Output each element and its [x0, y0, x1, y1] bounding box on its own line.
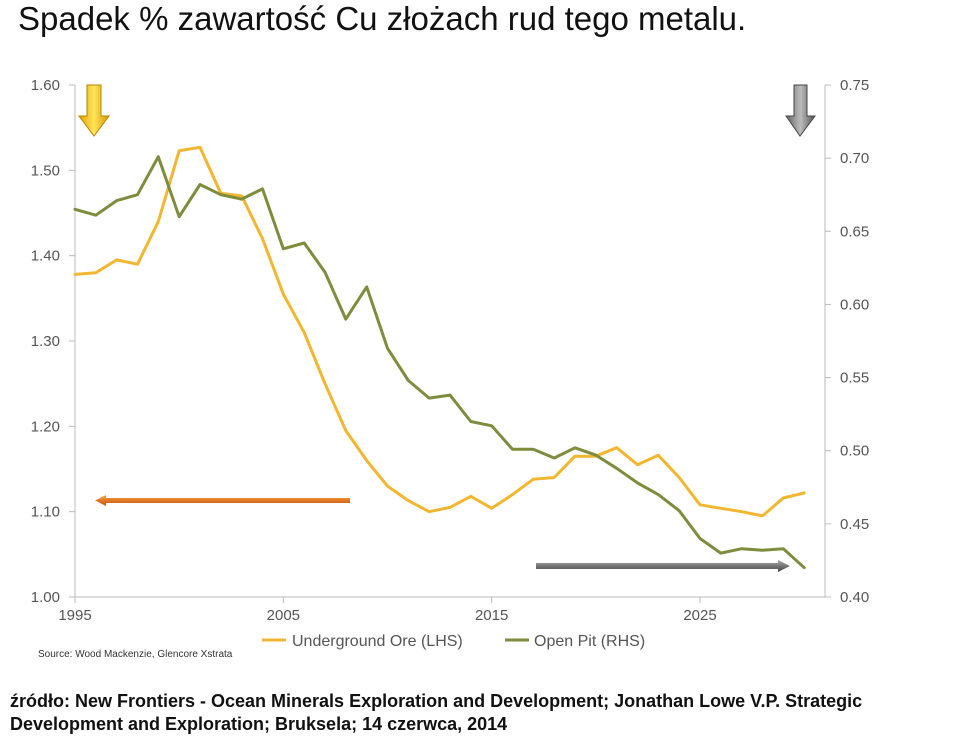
caption-line-2: Development and Exploration; Bruksela; 1… [10, 714, 508, 734]
slide-title: Spadek % zawartość Cu złożach rud tego m… [18, 0, 747, 37]
x-tick-label: 1995 [58, 607, 91, 624]
copper-grade-chart: 1.00 1.10 1.20 1.30 1.40 1.50 1.60 0.40 0.45 0.50… [31, 77, 869, 660]
legend-openpit-label: Open Pit (RHS) [534, 633, 645, 650]
legend-underground-label: Underground Ore (LHS) [292, 633, 463, 650]
chart-source: Source: Wood Mackenzie, Glencore Xstrata [38, 649, 233, 660]
right-tick-label: 0.55 [840, 370, 869, 387]
series-line-open-pit [73, 155, 806, 570]
right-tick-label: 0.70 [840, 150, 869, 167]
right-tick-label: 0.45 [840, 516, 869, 533]
left-tick-label: 1.20 [31, 418, 60, 435]
left-tick-label: 1.40 [31, 248, 60, 265]
left-tick-label: 1.00 [31, 589, 60, 606]
source-caption: źródło: New Frontiers - Ocean Minerals E… [10, 690, 960, 736]
right-tick-label: 0.75 [840, 77, 869, 94]
left-tick-label: 1.50 [31, 162, 60, 179]
gray-down-arrow-icon [785, 84, 816, 137]
right-tick-label: 0.60 [840, 296, 869, 313]
left-tick-label: 1.10 [31, 504, 60, 521]
x-tick-label: 2005 [267, 607, 300, 624]
series-line-underground-ore [73, 145, 806, 518]
x-tick-label: 2015 [475, 607, 508, 624]
yellow-down-arrow-icon [78, 84, 110, 137]
gray-right-arrow-icon [536, 560, 790, 572]
left-tick-label: 1.30 [31, 333, 60, 350]
tick-labels: 1.00 1.10 1.20 1.30 1.40 1.50 1.60 0.40 0.45 0.50… [31, 77, 869, 624]
x-tick-label: 2025 [683, 607, 716, 624]
right-tick-label: 0.65 [840, 223, 869, 240]
left-tick-label: 1.60 [31, 77, 60, 94]
caption-line-1: źródło: New Frontiers - Ocean Minerals E… [10, 691, 863, 711]
chart-axes [69, 84, 831, 603]
orange-left-arrow-icon [95, 495, 350, 506]
right-tick-label: 0.50 [840, 443, 869, 460]
series-lines [73, 145, 806, 570]
right-tick-label: 0.40 [840, 589, 869, 606]
